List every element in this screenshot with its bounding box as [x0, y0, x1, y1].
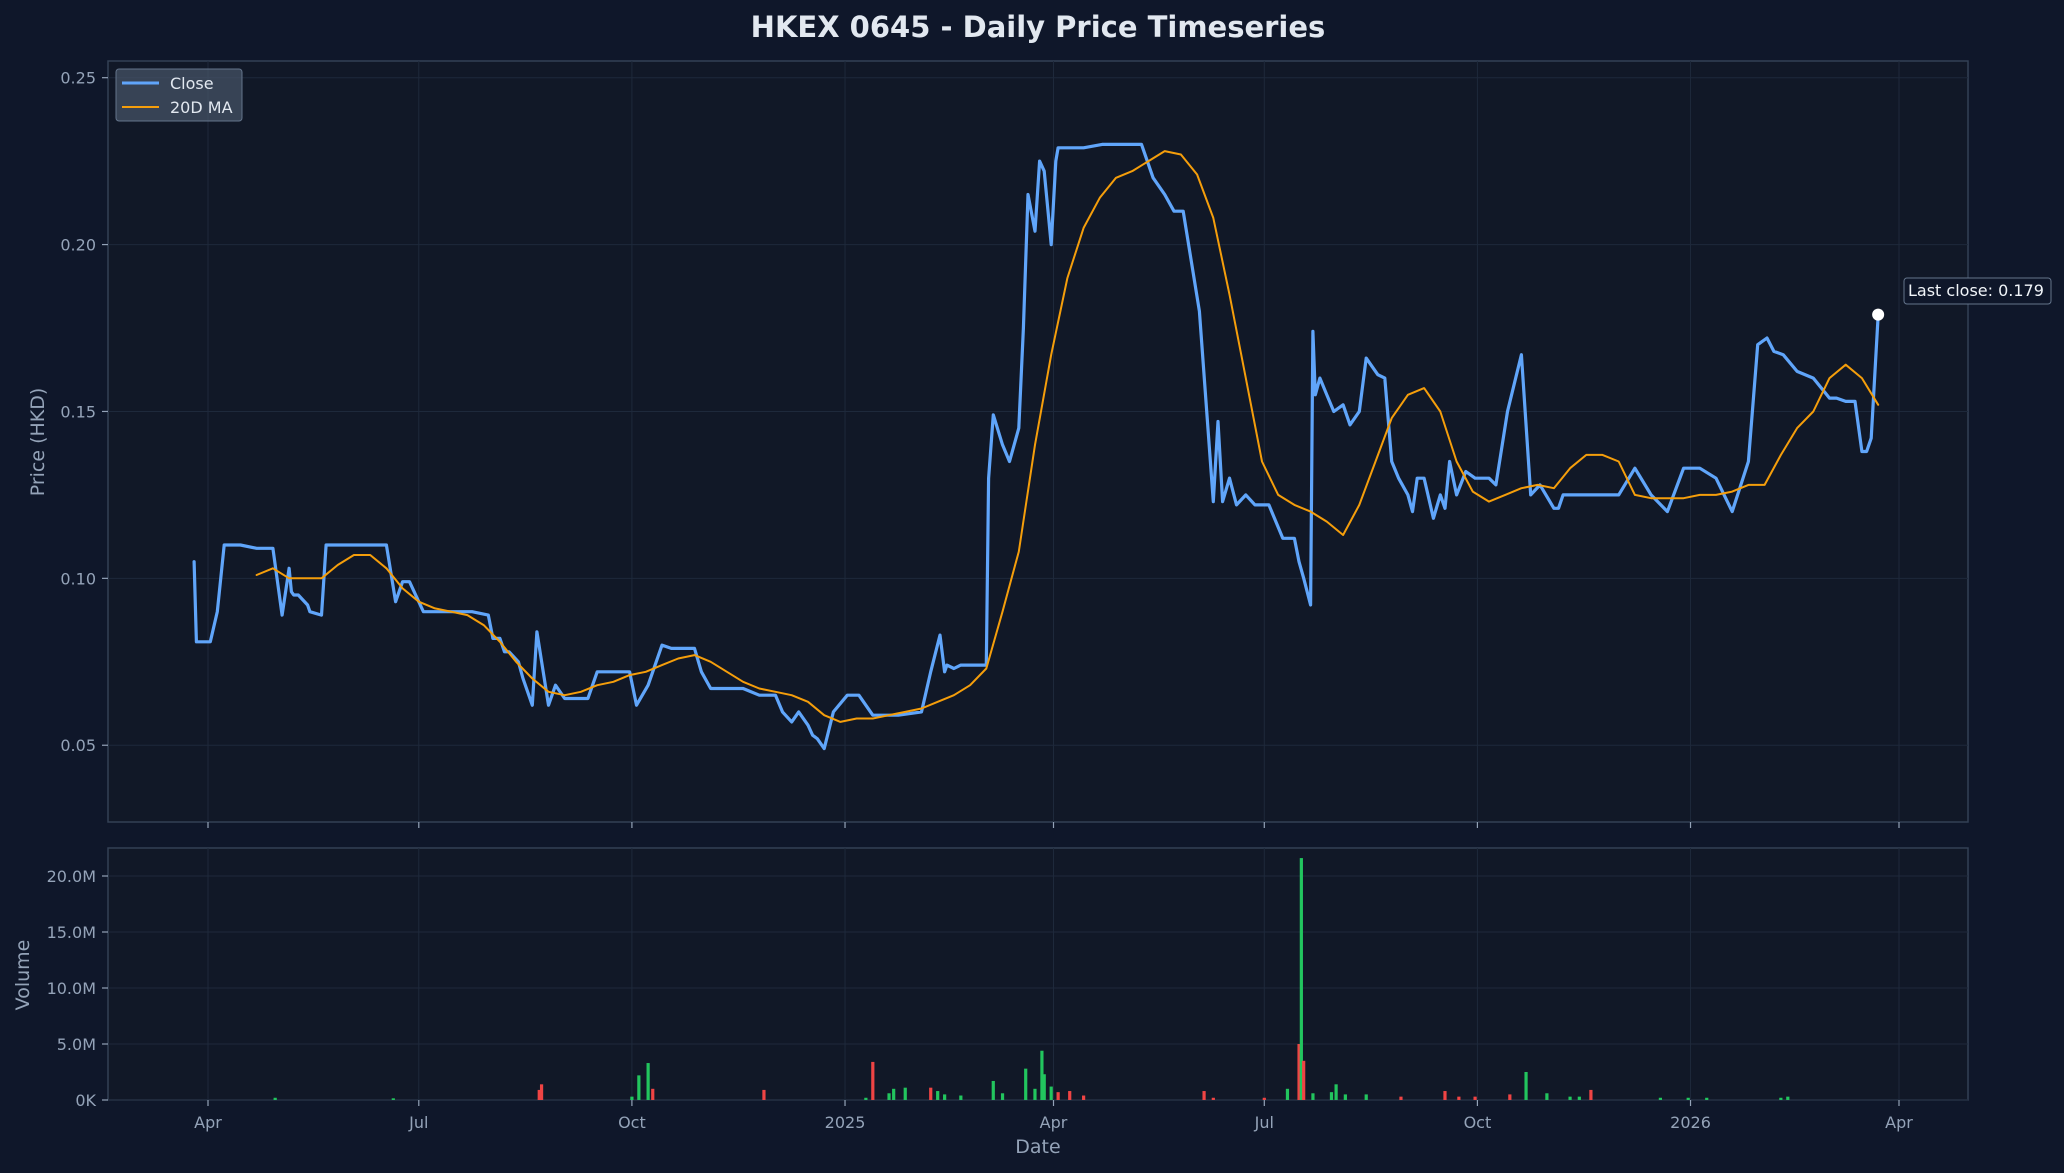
close-price-line — [192, 142, 1880, 751]
volume-bar — [1299, 858, 1303, 1100]
volume-bar — [1211, 1097, 1215, 1100]
volume-bar — [539, 1084, 544, 1100]
x-tick-label: 2025 — [825, 1113, 866, 1132]
volume-bar — [903, 1087, 907, 1100]
volume-bar — [1686, 1097, 1690, 1100]
volume-y-tick-label: 10.0M — [47, 979, 96, 998]
volume-bar — [1545, 1093, 1549, 1100]
x-tick-label: Jul — [1254, 1113, 1274, 1132]
volume-bar — [1473, 1096, 1477, 1100]
volume-bar — [1329, 1092, 1334, 1100]
volume-bar — [1040, 1050, 1044, 1100]
volume-bar — [1568, 1096, 1572, 1100]
chart-title: HKEX 0645 - Daily Price Timeseries — [751, 10, 1326, 44]
volume-bar — [1457, 1096, 1461, 1100]
volume-bar — [943, 1094, 947, 1100]
volume-bar — [959, 1095, 963, 1100]
volume-bar — [1589, 1089, 1593, 1100]
volume-bar — [1024, 1068, 1028, 1100]
volume-bar — [1000, 1093, 1005, 1100]
volume-bar — [936, 1091, 940, 1100]
volume-bar — [637, 1075, 641, 1100]
volume-bar — [1786, 1096, 1790, 1100]
volume-bar — [1364, 1094, 1368, 1100]
x-tick-label: Oct — [1464, 1113, 1492, 1132]
volume-bar — [1056, 1092, 1060, 1100]
volume-bar — [1705, 1097, 1709, 1100]
last-close-marker — [1872, 308, 1885, 321]
volume-bar — [1082, 1095, 1086, 1100]
volume-axis-label: Volume — [12, 940, 34, 1011]
volume-y-tick-label: 0K — [75, 1091, 96, 1110]
volume-bar — [1524, 1072, 1528, 1100]
volume-bar — [929, 1087, 933, 1100]
volume-bar — [537, 1089, 541, 1100]
legend-close-label: Close — [170, 74, 214, 93]
axis-ticks: Apr Jul Oct 2025 Apr Jul Oct 2026 Apr 0.05 0.10 0.1… — [47, 69, 1914, 1132]
volume-bar — [1399, 1096, 1403, 1100]
x-tick-label: Apr — [1885, 1113, 1913, 1132]
volume-bar — [1285, 1088, 1290, 1100]
volume-bar — [1202, 1091, 1206, 1100]
volume-bar — [1049, 1086, 1053, 1100]
volume-y-tick-label: 5.0M — [57, 1035, 96, 1054]
volume-bar — [630, 1096, 634, 1100]
annotation-box — [1903, 277, 2052, 305]
volume-bar — [1443, 1091, 1447, 1100]
x-tick-label: Apr — [194, 1113, 222, 1132]
volume-bar — [1262, 1097, 1266, 1100]
volume-bar — [991, 1080, 995, 1100]
price-y-tick-label: 0.05 — [60, 736, 96, 755]
annotation-text: Last close: 0.179 — [1908, 281, 2044, 300]
volume-bar — [1068, 1091, 1072, 1100]
moving-average-line — [255, 150, 1880, 723]
volume-bar — [864, 1097, 868, 1100]
volume-bar — [1042, 1074, 1046, 1100]
volume-bar — [1297, 1044, 1301, 1100]
volume-bar — [871, 1061, 875, 1100]
legend-ma-label: 20D MA — [170, 98, 233, 117]
volume-bar — [273, 1097, 277, 1100]
date-axis-label: Date — [1015, 1136, 1060, 1158]
volume-bar — [892, 1088, 896, 1100]
price-y-tick-label: 0.15 — [60, 402, 96, 421]
chart-legend: Close 20D MA — [115, 68, 243, 122]
volume-bar — [1658, 1097, 1663, 1100]
price-y-tick-label: 0.10 — [60, 569, 96, 588]
volume-bar — [1508, 1094, 1512, 1100]
last-close-annotation: Last close: 0.179 — [1872, 277, 2052, 321]
x-tick-label: Jul — [408, 1113, 428, 1132]
price-axis-label: Price (HKD) — [27, 388, 49, 497]
volume-bar — [646, 1063, 650, 1100]
volume-bar — [1302, 1060, 1306, 1100]
x-tick-label: Apr — [1040, 1113, 1068, 1132]
volume-bar — [1311, 1093, 1315, 1100]
x-tick-label: Oct — [618, 1113, 646, 1132]
volume-bar — [762, 1089, 766, 1100]
volume-bar — [1033, 1088, 1037, 1100]
volume-bar — [1343, 1094, 1347, 1100]
volume-axes-frame — [107, 847, 1969, 1101]
volume-bar — [1334, 1084, 1338, 1100]
price-y-tick-label: 0.25 — [60, 69, 96, 88]
volume-y-tick-label: 15.0M — [47, 923, 96, 942]
volume-bar — [651, 1088, 655, 1100]
volume-bar — [1779, 1097, 1783, 1100]
price-y-tick-label: 0.20 — [60, 236, 96, 255]
x-tick-label: 2026 — [1670, 1113, 1711, 1132]
price-lines — [192, 142, 1880, 751]
volume-y-tick-label: 20.0M — [47, 867, 96, 886]
volume-bar — [887, 1093, 891, 1100]
volume-bars — [273, 858, 1790, 1100]
volume-bar — [391, 1098, 395, 1100]
volume-bar — [1577, 1096, 1581, 1100]
